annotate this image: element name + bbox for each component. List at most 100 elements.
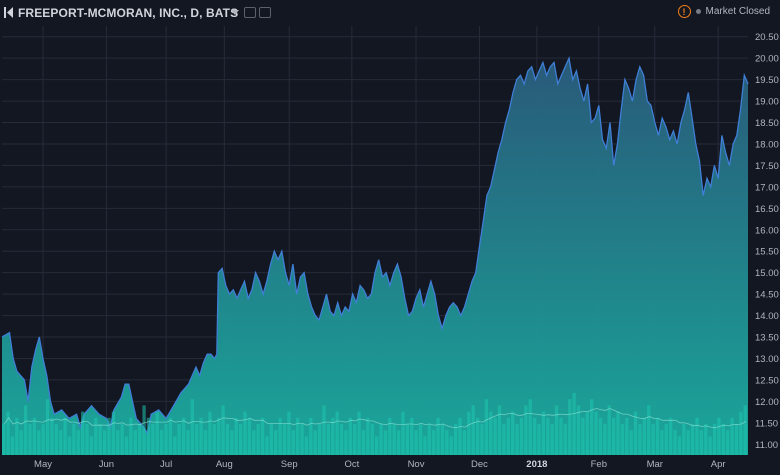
volume-bar [304,436,309,455]
volume-bar [576,405,581,455]
volume-bar [396,430,401,455]
market-status-text: Market Closed [705,6,770,17]
volume-bar [269,424,273,455]
time-tick-label: May [34,459,52,470]
volume-bar [664,424,668,455]
volume-bar [712,424,717,455]
volume-bar [107,417,111,455]
volume-bar [238,424,243,455]
volume-bar [388,417,392,455]
volume-bar [708,436,712,455]
volume-bar [291,430,295,455]
volume-bar [677,436,682,455]
time-tick-label: Aug [216,459,233,470]
hide-icon[interactable] [259,7,271,18]
volume-bar [274,430,278,455]
volume-bar [458,417,462,455]
volume-bar [414,430,418,455]
volume-bar [111,411,115,455]
volume-bar [497,405,502,455]
price-tick-label: 14.50 [755,290,779,301]
volume-bar [436,417,440,455]
price-tick-label: 13.00 [755,354,779,365]
volume-bar [568,399,572,455]
volume-bar [335,411,339,455]
volume-bar [379,424,383,455]
volume-bar [133,430,137,455]
collapse-legend-icon[interactable] [4,7,13,18]
price-tick-label: 19.00 [755,97,779,108]
volume-bar [124,436,129,455]
volume-bar [432,430,436,455]
volume-bar [278,417,282,455]
volume-bar [445,430,449,455]
volume-bar [484,399,488,455]
volume-bar [717,417,721,455]
price-tick-label: 12.50 [755,375,779,386]
status-dot-icon [695,9,701,14]
volume-bar [524,405,528,455]
volume-bar [620,424,625,455]
volume-bar [427,424,431,455]
volume-bar [339,424,344,455]
market-status: ! Market Closed [677,5,770,18]
volume-bar [493,417,497,455]
volume-bar [726,430,730,455]
volume-bar [541,411,546,455]
volume-bar [28,424,32,455]
volume-bar [6,411,10,455]
volume-bar [19,430,23,455]
volume-bar [230,430,234,455]
volume-bar [199,417,203,455]
volume-bar [265,436,269,455]
volume-bar [739,411,743,455]
volume-bar [45,399,50,455]
volume-bar [559,417,563,455]
volume-bar [462,430,467,455]
chevron-down-icon[interactable] [231,8,239,16]
price-tick-label: 15.00 [755,268,779,279]
volume-bar [467,411,471,455]
volume-bar [453,424,458,455]
volume-bar [734,424,739,455]
volume-bar [168,417,173,455]
volume-bar [370,424,374,455]
volume-bar [730,417,734,455]
price-area [1,55,749,455]
alert-icon: ! [677,5,691,18]
volume-bar [660,430,664,455]
volume-bar [511,411,515,455]
volume-bar [217,417,221,455]
volume-bar [655,417,660,455]
price-area-fill [2,58,748,455]
settings-icon[interactable] [244,7,256,18]
volume-bar [322,405,326,455]
volume-bar [532,417,537,455]
volume-bar [585,411,589,455]
volume-bar [550,424,554,455]
volume-bar [151,424,155,455]
volume-bar [186,430,190,455]
volume-bar [102,430,107,455]
time-tick-label: Jun [99,459,114,470]
volume-bar [89,436,94,455]
volume-bar [361,430,366,455]
volume-bar [331,417,335,455]
price-tick-label: 18.50 [755,118,779,129]
price-tick-label: 16.50 [755,204,779,215]
volume-bar [247,417,252,455]
volume-bar [537,424,541,455]
volume-bar [94,417,98,455]
volume-bar [647,405,651,455]
chart-axes: 20.50 20.00 19.50 19.00 18.50 18.00 17.50 17.00… [34,32,779,470]
volume-bar [221,405,225,455]
volume-bar [423,436,427,455]
volume-bar [138,424,142,455]
volume-bar [190,399,194,455]
volume-bar [195,424,199,455]
volume-bar [590,399,594,455]
volume-bar [260,417,265,455]
price-tick-label: 20.50 [755,32,779,43]
time-tick-label: Sep [281,459,298,470]
